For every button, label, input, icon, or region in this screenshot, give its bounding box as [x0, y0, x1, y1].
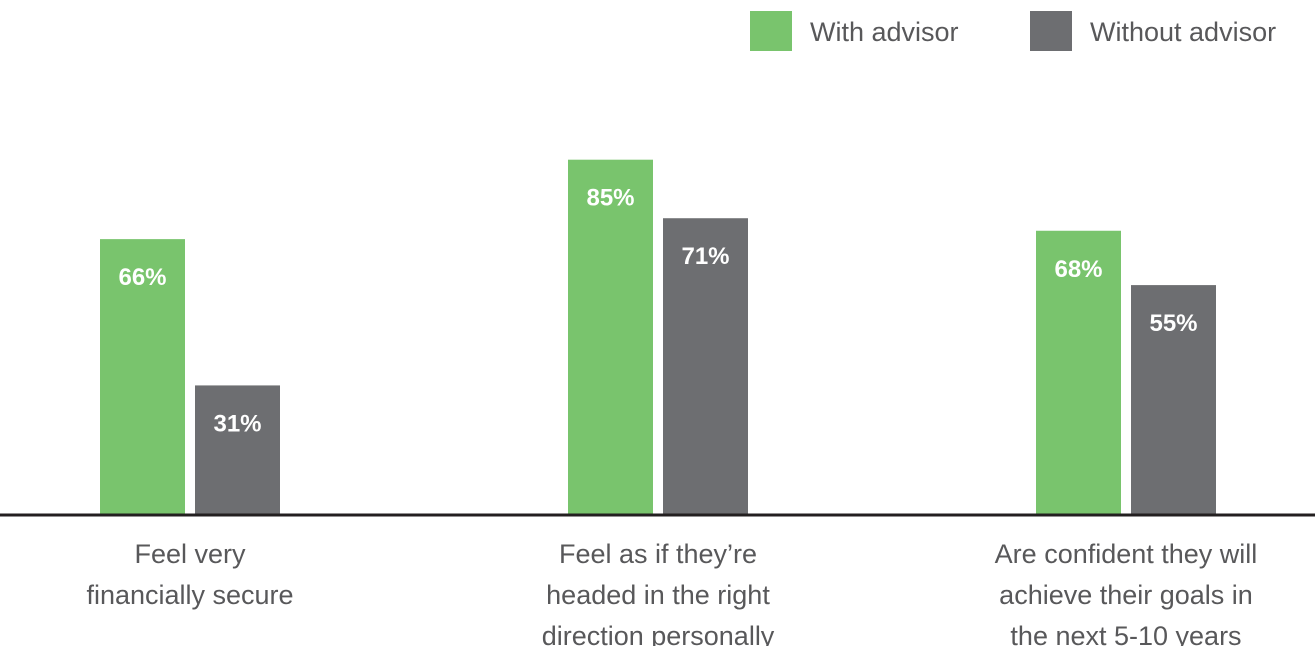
category-label-line: headed in the right [546, 580, 770, 610]
bar-with-advisor-2 [1036, 230, 1121, 515]
bar-with-advisor-1 [568, 159, 653, 515]
bar-value-label: 31% [213, 410, 261, 437]
bar-with-advisor-0 [100, 239, 185, 515]
bar-value-label: 66% [118, 264, 166, 291]
category-label-2: Are confident they will achieve their goa… [995, 539, 1258, 646]
category-label-line: the next 5-10 years [1010, 621, 1241, 646]
legend-swatch-with-advisor [750, 11, 792, 51]
bar-value-label: 55% [1149, 310, 1197, 337]
category-label-1: Feel as if they’re headed in the right dir… [542, 539, 775, 646]
bar-without-advisor-0 [195, 385, 280, 515]
category-label-line: Feel as if they’re [559, 539, 757, 569]
bars: 66% 85% 68% 31% 71% 55% [100, 159, 1216, 515]
category-label-line: Are confident they will [995, 539, 1258, 569]
legend-label-without-advisor: Without advisor [1090, 17, 1276, 47]
bar-value-label: 85% [586, 185, 634, 212]
bar-without-advisor-1 [663, 218, 748, 515]
category-label-line: financially secure [86, 580, 293, 610]
bar-value-label: 71% [681, 243, 729, 270]
category-label-0: Feel very financially secure [86, 539, 293, 610]
category-label-line: Feel very [134, 539, 246, 569]
legend-swatch-without-advisor [1030, 11, 1072, 51]
bar-without-advisor-2 [1131, 285, 1216, 515]
category-labels: Feel very financially secure Feel as if th… [86, 539, 1257, 646]
category-label-line: achieve their goals in [999, 580, 1253, 610]
bar-value-label: 68% [1054, 256, 1102, 283]
legend: With advisor Without advisor [750, 11, 1276, 51]
category-label-line: direction personally [542, 621, 775, 646]
legend-label-with-advisor: With advisor [810, 17, 959, 47]
